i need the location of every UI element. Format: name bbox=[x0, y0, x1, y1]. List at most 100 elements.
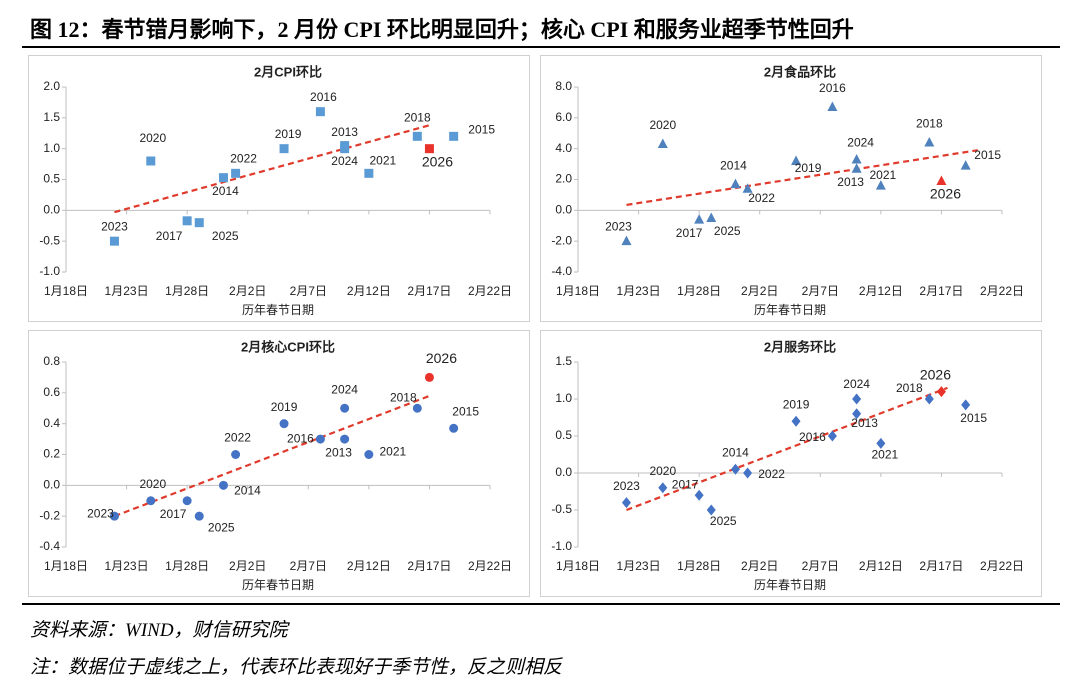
point-label: 2024 bbox=[843, 377, 870, 391]
point-label: 2020 bbox=[139, 131, 166, 145]
point bbox=[827, 430, 837, 442]
x-tick-label: 1月23日 bbox=[105, 284, 149, 298]
point bbox=[924, 393, 934, 405]
point bbox=[194, 218, 204, 228]
y-tick-label: -0.2 bbox=[39, 508, 60, 522]
chart-panel: 2月CPI环比 -1.0 -0.5 0.0 0.5 1.0 1.5 2.0 1月18日 1月23日… bbox=[28, 55, 530, 322]
point bbox=[194, 511, 204, 521]
panel-frame bbox=[28, 330, 530, 597]
point-label: 2020 bbox=[649, 118, 676, 132]
point-label: 2014 bbox=[720, 158, 747, 172]
trend-line bbox=[114, 394, 430, 518]
point-label: 2019 bbox=[783, 397, 810, 411]
point bbox=[146, 496, 156, 506]
chart-panel: 2月食品环比 -4.0 -2.0 0.0 2.0 4.0 6.0 8.0 1月18日 1月23日 1… bbox=[540, 55, 1042, 322]
point-label: 2015 bbox=[960, 411, 987, 425]
point bbox=[742, 183, 753, 193]
point-label: 2022 bbox=[224, 431, 251, 445]
point bbox=[340, 403, 350, 413]
point bbox=[851, 153, 862, 164]
point bbox=[424, 372, 434, 382]
panel-frame bbox=[28, 55, 530, 322]
point bbox=[340, 434, 350, 444]
y-tick-label: 0.0 bbox=[43, 203, 60, 217]
point bbox=[621, 235, 632, 246]
point bbox=[851, 163, 862, 173]
x-axis-label: 历年春节日期 bbox=[754, 578, 826, 592]
x-tick-label: 2月7日 bbox=[290, 559, 327, 573]
point bbox=[876, 437, 886, 449]
point-label: 2026 bbox=[930, 186, 961, 202]
point-label: 2015 bbox=[452, 404, 479, 418]
point-label: 2014 bbox=[212, 184, 239, 198]
x-tick-label: 2月7日 bbox=[290, 284, 327, 298]
point bbox=[936, 175, 947, 186]
trend-line bbox=[114, 124, 430, 214]
point bbox=[936, 386, 946, 398]
note: 注：数据位于虚线之上，代表环比表现好于季节性，反之则相反 bbox=[30, 657, 563, 678]
point bbox=[449, 423, 459, 433]
figure-title: 图 12：春节错月影响下，2 月份 CPI 环比明显回升；核心 CPI 和服务业… bbox=[30, 17, 854, 42]
point bbox=[340, 141, 350, 151]
x-tick-label: 2月17日 bbox=[919, 284, 963, 298]
point-label: 2025 bbox=[212, 229, 239, 243]
point-label: 2024 bbox=[331, 154, 358, 168]
y-tick-label: -1.0 bbox=[551, 539, 572, 553]
point-label: 2019 bbox=[271, 400, 298, 414]
x-tick-label: 2月2日 bbox=[741, 284, 778, 298]
y-tick-label: 0.0 bbox=[43, 478, 60, 492]
point bbox=[218, 173, 228, 183]
y-tick-label: 6.0 bbox=[555, 110, 572, 124]
x-tick-label: 2月17日 bbox=[919, 559, 963, 573]
point-label: 2014 bbox=[234, 484, 261, 498]
y-tick-label: 0.0 bbox=[555, 203, 572, 217]
x-tick-label: 2月17日 bbox=[407, 284, 451, 298]
x-axis-label: 历年春节日期 bbox=[242, 578, 314, 592]
chart-title: 2月核心CPI环比 bbox=[241, 339, 335, 354]
point bbox=[694, 214, 705, 224]
x-tick-label: 1月28日 bbox=[165, 559, 209, 573]
x-tick-label: 2月7日 bbox=[802, 284, 839, 298]
x-tick-label: 2月22日 bbox=[980, 284, 1024, 298]
point bbox=[109, 236, 119, 246]
point bbox=[730, 463, 740, 475]
y-tick-label: -0.4 bbox=[39, 539, 60, 553]
y-tick-label: 1.5 bbox=[43, 110, 60, 124]
point bbox=[743, 467, 753, 479]
panel-frame bbox=[540, 55, 1042, 322]
point bbox=[657, 138, 668, 149]
point-label: 2013 bbox=[851, 416, 878, 430]
x-tick-label: 2月12日 bbox=[859, 559, 903, 573]
point-label: 2026 bbox=[422, 153, 453, 169]
point-label: 2016 bbox=[310, 90, 337, 104]
point-label: 2022 bbox=[230, 152, 257, 166]
chart-panel: 2月核心CPI环比 -0.4 -0.2 0.0 0.2 0.4 0.6 0.8 1月18日 1月2… bbox=[28, 330, 530, 597]
point-label: 2013 bbox=[837, 175, 864, 189]
y-tick-label: -1.0 bbox=[39, 264, 60, 278]
point-label: 2023 bbox=[605, 219, 632, 233]
x-tick-label: 1月28日 bbox=[677, 559, 721, 573]
x-axis-label: 历年春节日期 bbox=[242, 303, 314, 317]
point-label: 2022 bbox=[758, 467, 785, 481]
point bbox=[960, 160, 971, 170]
chart-title: 2月服务环比 bbox=[764, 339, 836, 354]
point-label: 2015 bbox=[468, 123, 495, 137]
point bbox=[412, 131, 422, 141]
point-label: 2022 bbox=[748, 191, 775, 205]
point bbox=[182, 496, 192, 506]
point bbox=[315, 107, 325, 117]
point-label: 2020 bbox=[139, 477, 166, 491]
point-label: 2018 bbox=[896, 381, 923, 395]
point-label: 2024 bbox=[847, 136, 874, 150]
point-label: 2017 bbox=[160, 507, 187, 521]
x-tick-label: 2月22日 bbox=[468, 559, 512, 573]
y-tick-label: 0.6 bbox=[43, 385, 60, 399]
point-label: 2015 bbox=[974, 148, 1001, 162]
point bbox=[109, 511, 119, 521]
source: 资料来源：WIND，财信研究院 bbox=[30, 620, 288, 641]
y-tick-label: 0.0 bbox=[555, 465, 572, 479]
point bbox=[706, 504, 716, 516]
point bbox=[852, 393, 862, 405]
chart-title: 2月食品环比 bbox=[764, 64, 836, 79]
point-label: 2020 bbox=[649, 464, 676, 478]
